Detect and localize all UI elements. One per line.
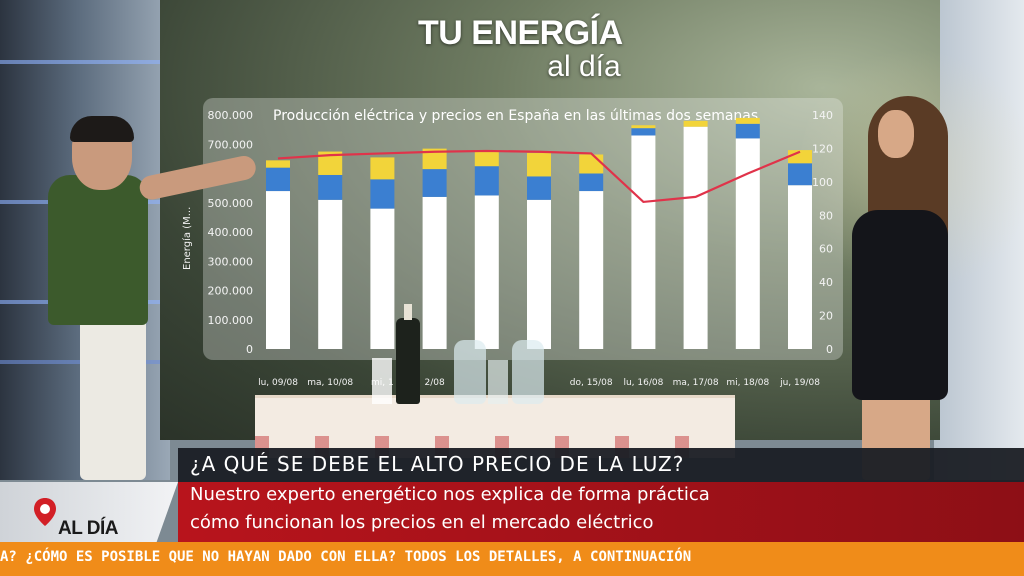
bar-segment (266, 167, 290, 192)
bar-segment (579, 173, 604, 192)
bar-segment (370, 179, 395, 209)
y2-tick-label: 60 (819, 243, 833, 256)
glass (488, 360, 508, 404)
bar-segment (266, 191, 290, 349)
location-pin-icon (34, 498, 56, 526)
program-logo (0, 482, 178, 542)
y-tick-label: 800.000 (208, 109, 254, 122)
bar-segment (474, 150, 499, 167)
bar-segment (631, 128, 656, 136)
bar-segment (318, 151, 343, 175)
bar-segment (474, 166, 499, 196)
headline-bar: ¿A QUÉ SE DEBE EL ALTO PRECIO DE LA LUZ? (178, 448, 1024, 482)
y2-tick-label: 140 (812, 109, 833, 122)
bottle (396, 304, 420, 404)
y-tick-label: 400.000 (208, 226, 254, 239)
headline-text: ¿A QUÉ SE DEBE EL ALTO PRECIO DE LA LUZ? (190, 452, 685, 476)
bar-segment (788, 163, 812, 186)
y2-tick-label: 120 (812, 142, 833, 155)
bar-segment (318, 199, 343, 349)
studio-wall-right (934, 0, 1024, 480)
bar-segment (370, 157, 395, 180)
y-tick-label: 300.000 (208, 255, 254, 268)
bar-segment (683, 120, 708, 127)
y-tick-label: 500.000 (208, 197, 254, 210)
subheadline-bar: Nuestro experto energético nos explica d… (178, 482, 1024, 542)
chart: Producción eléctrica y precios en España… (208, 108, 834, 356)
y-tick-label: 200.000 (208, 285, 254, 298)
graphic-title-main: TU ENERGÍA (418, 14, 623, 52)
water-jar (454, 340, 486, 404)
presenter-man-shirt (48, 175, 148, 325)
bar-segment (735, 123, 760, 139)
chart-title: Producción eléctrica y precios en España… (273, 108, 758, 124)
bar-segment (735, 117, 760, 124)
bar-segment (631, 135, 656, 349)
ticker-text: A? ¿CÓMO ES POSIBLE QUE NO HAYAN DADO CO… (0, 549, 692, 565)
bar-segment (527, 176, 551, 200)
bar-segment (527, 199, 551, 349)
price-line-group (277, 149, 801, 204)
right-axis: 0 20 40 60 80 100 120 140 (812, 109, 833, 356)
chart-panel: Producción eléctrica y precios en España… (203, 98, 843, 360)
subheadline-line-2: cómo funcionan los precios en el mercado… (190, 512, 654, 533)
y-tick-label: 0 (246, 343, 253, 356)
glass (372, 358, 392, 404)
bar-segment (788, 185, 812, 349)
bar-segment (579, 154, 604, 174)
presenter-woman-face (878, 110, 914, 158)
bar-segment (474, 195, 499, 349)
graphic-title-sub: al día (547, 50, 621, 83)
water-jar (512, 340, 544, 404)
bar-segment (527, 153, 551, 177)
bar-segment (266, 160, 290, 168)
y-tick-label: 100.000 (208, 314, 254, 327)
presenter-man-legs (80, 318, 146, 480)
price-line (277, 149, 801, 204)
y2-tick-label: 20 (819, 310, 833, 323)
bar-segment (422, 196, 447, 349)
y-tick-label: 700.000 (208, 138, 254, 151)
y2-tick-label: 0 (826, 343, 833, 356)
y2-tick-label: 80 (819, 209, 833, 222)
subheadline-line-1: Nuestro experto energético nos explica d… (190, 484, 710, 505)
y2-tick-label: 100 (812, 176, 833, 189)
presenter-woman-dress (852, 210, 948, 400)
left-axis: 0100.000200.000300.000400.000500.000600.… (208, 109, 254, 356)
bar-segment (631, 125, 656, 129)
bar-segment (579, 191, 604, 349)
y2-tick-label: 40 (819, 276, 833, 289)
news-ticker: A? ¿CÓMO ES POSIBLE QUE NO HAYAN DADO CO… (0, 542, 1024, 576)
bar-segment (318, 174, 343, 200)
bar-segment (422, 169, 447, 197)
bar-segment (422, 148, 447, 170)
bars (266, 117, 812, 349)
graphic-title: TU ENERGÍA al día (418, 16, 623, 82)
bar-segment (370, 208, 395, 349)
bar-segment (683, 126, 708, 349)
presenter-man-hair (70, 116, 134, 142)
program-logo-text: AL DÍA (58, 518, 118, 539)
